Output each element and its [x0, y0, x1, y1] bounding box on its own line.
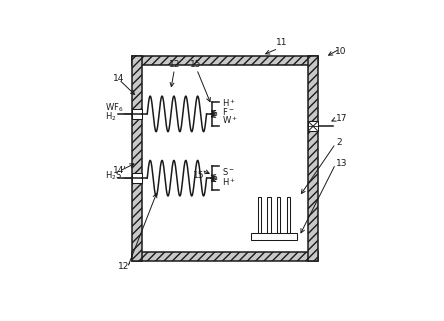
Bar	[132, 252, 318, 261]
Bar	[277, 197, 281, 233]
Text: W$^+$: W$^+$	[222, 114, 238, 126]
Bar	[132, 56, 318, 65]
Bar	[309, 56, 318, 261]
Bar	[132, 109, 142, 118]
Bar	[132, 56, 142, 261]
Text: S$^-$: S$^-$	[222, 167, 235, 178]
Text: 12: 12	[169, 60, 180, 69]
Bar	[142, 65, 309, 252]
Bar	[308, 121, 318, 131]
Text: F$^-$: F$^-$	[222, 106, 234, 117]
Text: 13: 13	[336, 159, 348, 168]
Text: H$^+$: H$^+$	[222, 97, 236, 108]
Text: 15: 15	[190, 60, 201, 69]
Bar	[251, 233, 297, 240]
Text: H$_2$S: H$_2$S	[105, 169, 122, 182]
Bar	[267, 197, 270, 233]
Bar	[132, 173, 142, 183]
Bar	[287, 197, 290, 233]
Text: 14: 14	[113, 74, 124, 82]
Text: H$^+$: H$^+$	[222, 176, 236, 188]
Text: 12': 12'	[118, 262, 132, 271]
Text: 2: 2	[336, 138, 342, 147]
Text: 10: 10	[335, 47, 346, 56]
Text: 14': 14'	[113, 166, 127, 175]
Text: 11: 11	[276, 38, 288, 47]
Bar	[258, 197, 261, 233]
Text: H$_2$: H$_2$	[105, 111, 117, 123]
Text: 15': 15'	[193, 171, 207, 180]
Text: WF$_6$: WF$_6$	[105, 101, 124, 114]
Text: 17: 17	[336, 114, 348, 123]
